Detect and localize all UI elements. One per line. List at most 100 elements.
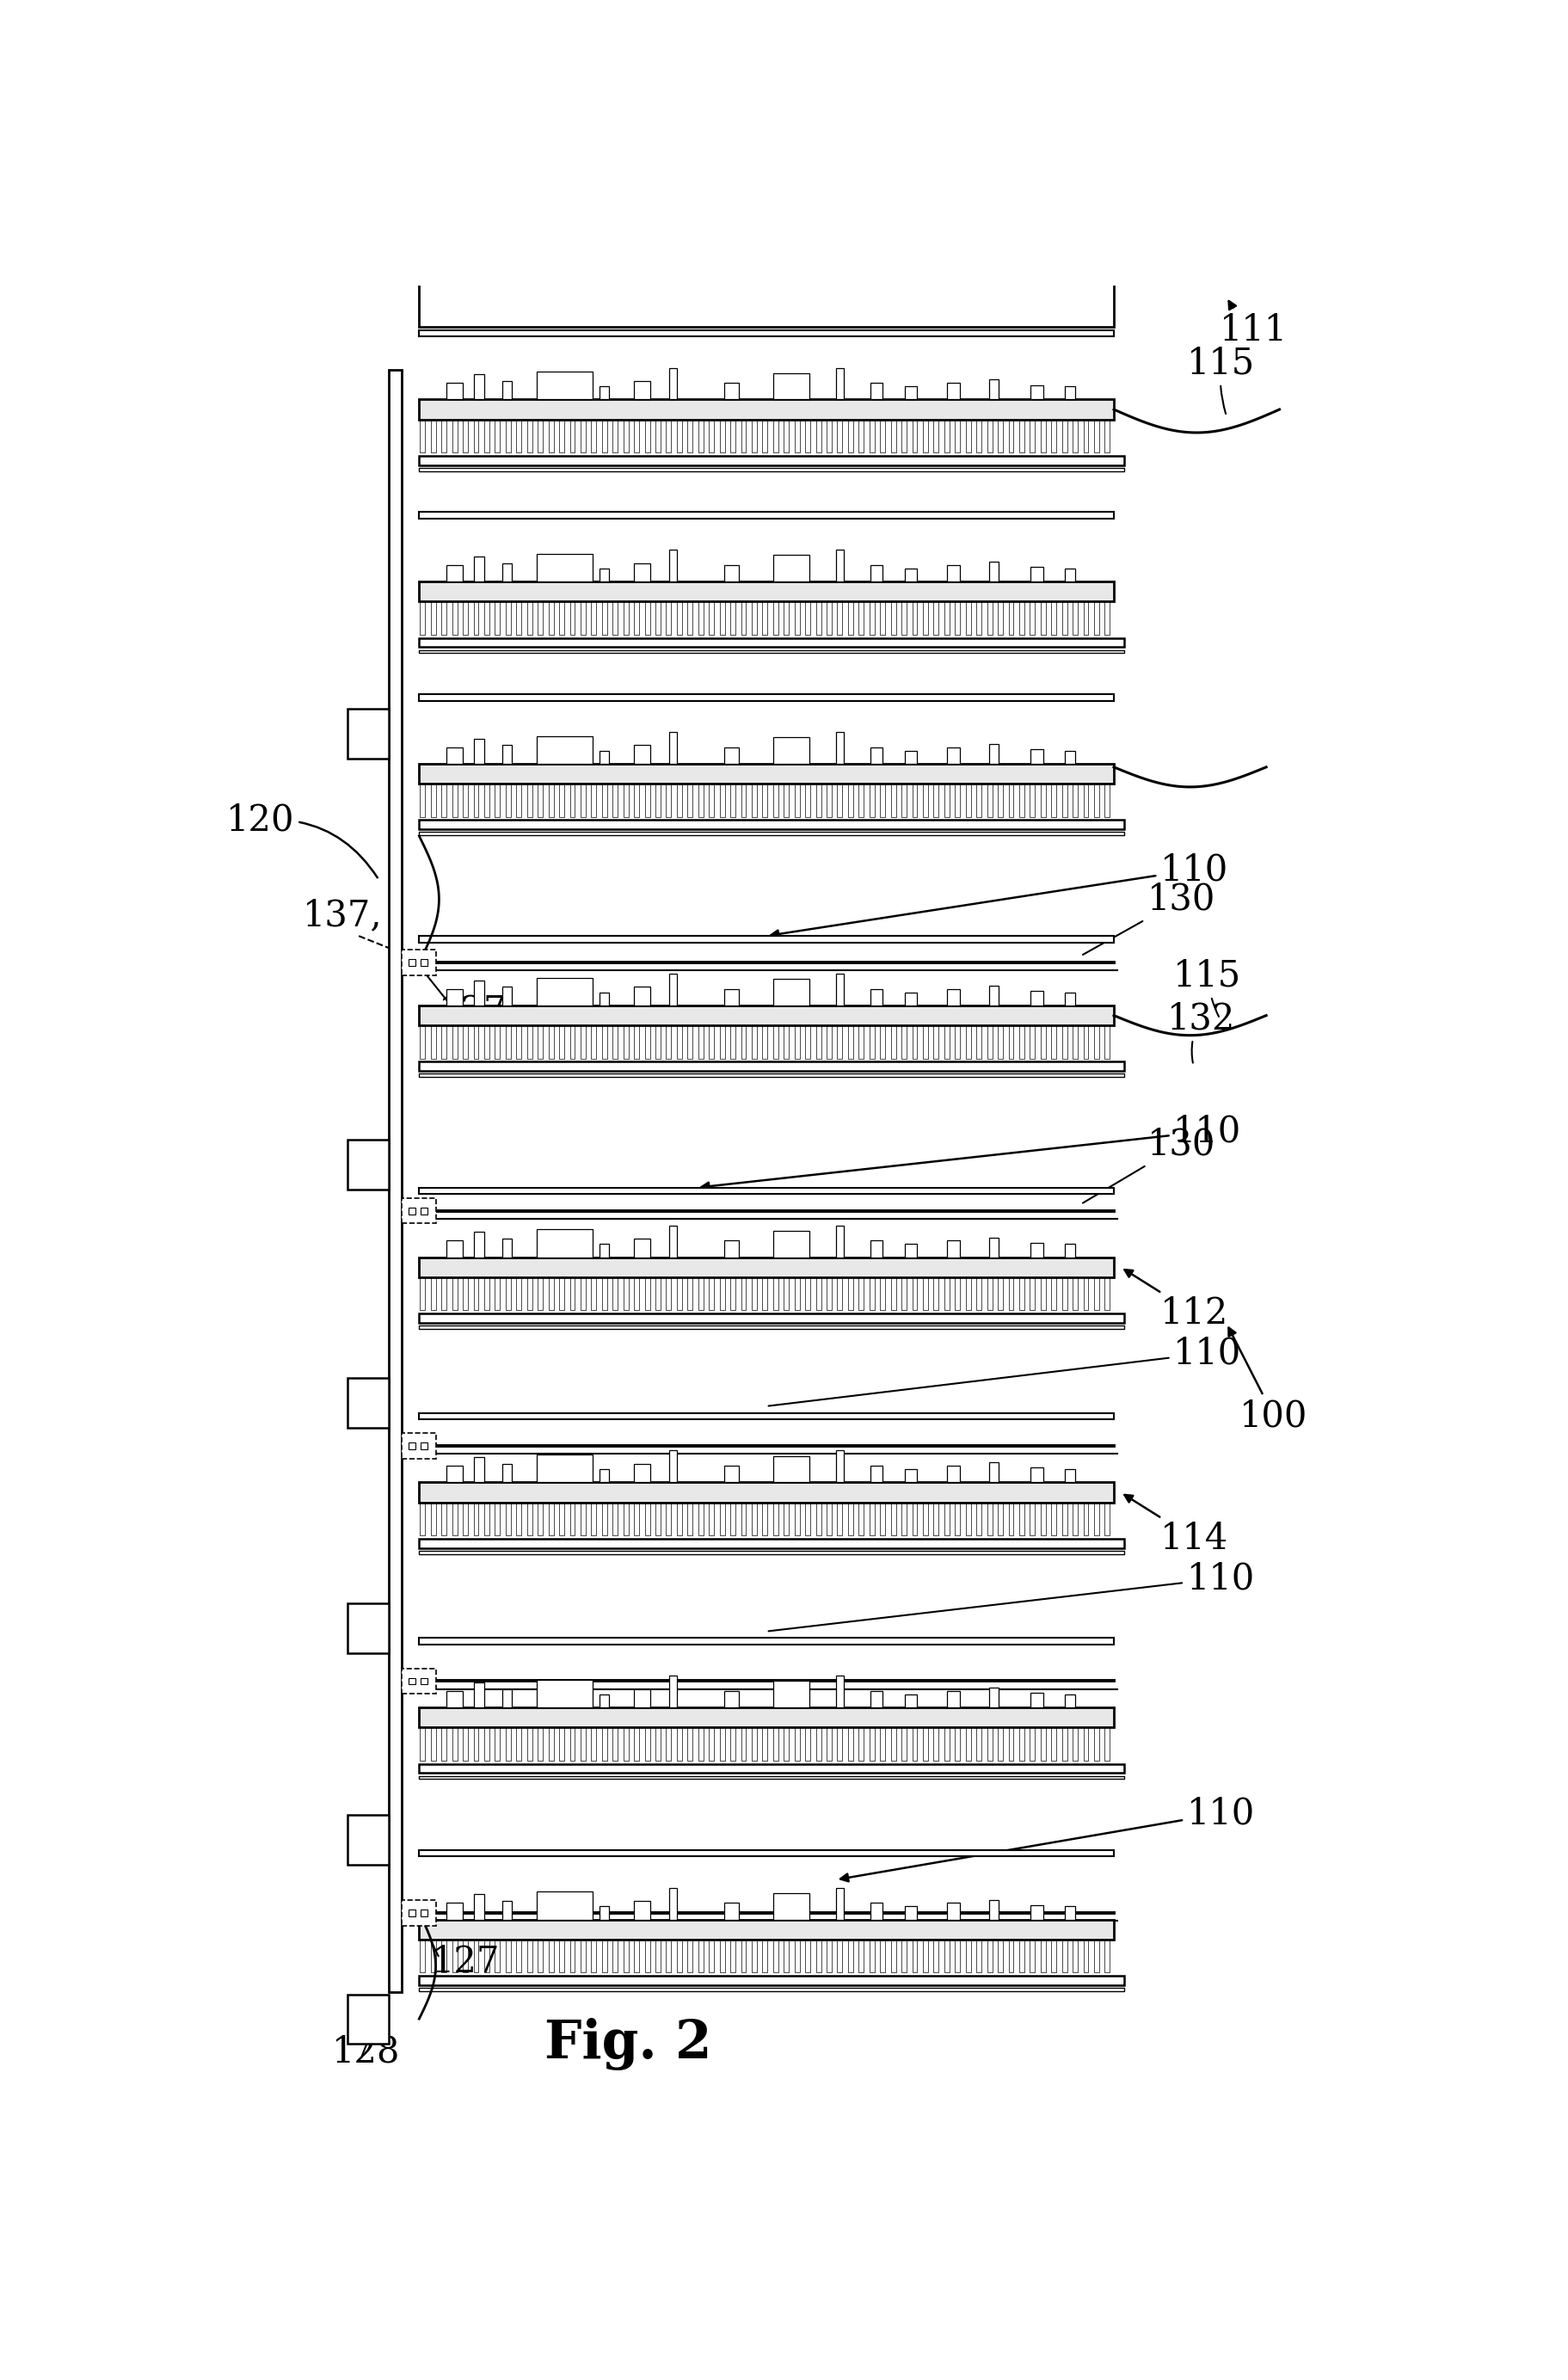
Bar bbox=[447, 1692, 463, 1706]
Bar bbox=[742, 602, 746, 635]
Bar bbox=[505, 783, 511, 816]
Bar bbox=[401, 950, 436, 976]
Bar bbox=[549, 1728, 554, 1761]
Bar bbox=[966, 1278, 971, 1309]
Bar bbox=[848, 1728, 853, 1761]
Bar bbox=[913, 1502, 917, 1535]
Bar bbox=[1083, 783, 1088, 816]
Bar bbox=[859, 1026, 864, 1059]
Bar bbox=[495, 1278, 500, 1309]
Bar bbox=[419, 331, 1113, 336]
Bar bbox=[474, 981, 485, 1004]
Bar bbox=[724, 990, 739, 1004]
Bar bbox=[670, 1226, 677, 1257]
Bar bbox=[502, 988, 511, 1004]
Bar bbox=[538, 1278, 543, 1309]
Bar bbox=[447, 564, 463, 581]
Bar bbox=[1062, 1728, 1068, 1761]
Bar bbox=[516, 419, 522, 452]
Bar bbox=[1030, 1502, 1035, 1535]
Bar bbox=[997, 419, 1004, 452]
Bar bbox=[602, 1940, 607, 1973]
Bar bbox=[419, 1764, 1124, 1773]
Bar bbox=[677, 602, 682, 635]
Bar bbox=[580, 602, 585, 635]
Bar bbox=[633, 1902, 651, 1921]
Bar bbox=[880, 1728, 886, 1761]
Bar bbox=[859, 419, 864, 452]
Bar bbox=[538, 1026, 543, 1059]
Bar bbox=[742, 1026, 746, 1059]
Bar bbox=[762, 1940, 767, 1973]
Bar bbox=[452, 1278, 458, 1309]
Bar bbox=[419, 1975, 1124, 1985]
Bar bbox=[902, 1502, 906, 1535]
Bar bbox=[1065, 386, 1076, 400]
Bar bbox=[944, 783, 949, 816]
Bar bbox=[474, 783, 478, 816]
Bar bbox=[870, 1466, 883, 1483]
Bar bbox=[613, 1278, 618, 1309]
Bar bbox=[591, 783, 596, 816]
Bar bbox=[1062, 1940, 1068, 1973]
Bar bbox=[591, 1502, 596, 1535]
Bar bbox=[902, 1728, 906, 1761]
Bar bbox=[1019, 602, 1024, 635]
Bar bbox=[431, 1940, 436, 1973]
Bar bbox=[419, 833, 1124, 835]
Bar bbox=[1062, 602, 1068, 635]
Bar bbox=[591, 602, 596, 635]
Bar bbox=[655, 1502, 660, 1535]
Bar bbox=[997, 1728, 1004, 1761]
Bar bbox=[677, 1278, 682, 1309]
Bar bbox=[933, 1026, 939, 1059]
Bar bbox=[599, 992, 610, 1004]
Bar bbox=[947, 747, 960, 764]
Bar bbox=[1019, 1940, 1024, 1973]
Bar bbox=[988, 783, 993, 816]
Bar bbox=[495, 1940, 500, 1973]
Bar bbox=[933, 783, 939, 816]
Bar bbox=[485, 602, 489, 635]
Bar bbox=[933, 1728, 939, 1761]
Bar bbox=[677, 783, 682, 816]
Bar bbox=[773, 1026, 778, 1059]
Bar bbox=[447, 1904, 463, 1921]
Bar bbox=[431, 783, 436, 816]
Bar bbox=[720, 602, 724, 635]
Bar bbox=[773, 738, 809, 764]
Bar bbox=[902, 419, 906, 452]
Bar bbox=[1051, 783, 1057, 816]
Bar bbox=[924, 602, 928, 635]
Bar bbox=[989, 745, 999, 764]
Bar bbox=[580, 419, 585, 452]
Bar bbox=[806, 1278, 811, 1309]
Bar bbox=[1008, 1940, 1013, 1973]
Bar bbox=[966, 602, 971, 635]
Bar bbox=[751, 1026, 757, 1059]
Bar bbox=[870, 1692, 883, 1706]
Bar bbox=[527, 1026, 532, 1059]
Bar bbox=[1062, 1278, 1068, 1309]
Bar bbox=[924, 419, 928, 452]
Bar bbox=[599, 1245, 610, 1257]
Bar bbox=[1030, 1940, 1035, 1973]
Bar bbox=[549, 1278, 554, 1309]
Bar bbox=[1051, 419, 1057, 452]
Bar bbox=[624, 419, 629, 452]
Bar bbox=[1105, 1502, 1110, 1535]
Bar bbox=[409, 1442, 416, 1449]
Bar bbox=[409, 1678, 416, 1685]
Bar bbox=[591, 419, 596, 452]
Bar bbox=[762, 1278, 767, 1309]
Bar bbox=[666, 1026, 671, 1059]
Bar bbox=[502, 564, 511, 581]
Bar bbox=[538, 783, 543, 816]
Bar bbox=[784, 602, 789, 635]
Bar bbox=[502, 381, 511, 400]
Bar bbox=[1008, 1502, 1013, 1535]
Text: 130: 130 bbox=[1083, 881, 1215, 954]
Bar bbox=[644, 419, 649, 452]
Bar bbox=[569, 602, 575, 635]
Bar bbox=[869, 1278, 875, 1309]
